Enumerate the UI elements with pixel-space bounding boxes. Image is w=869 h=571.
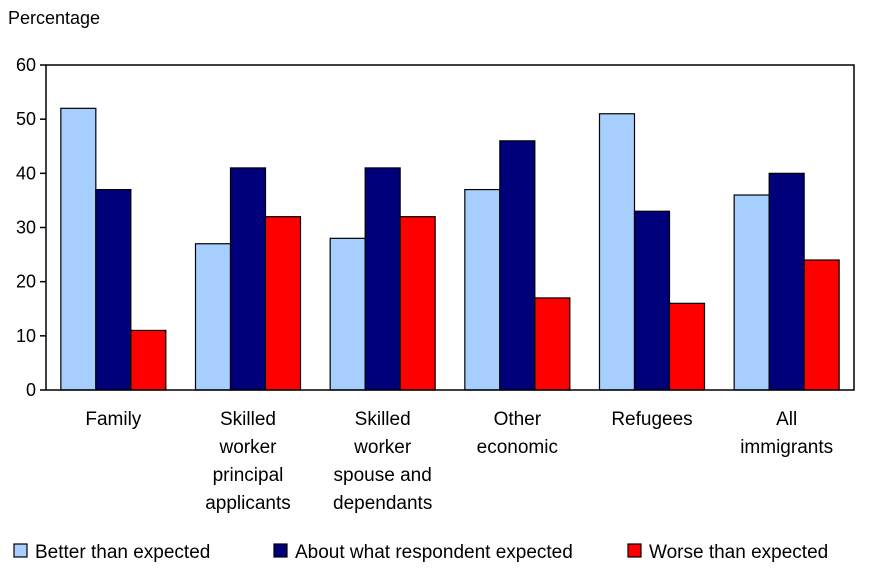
y-axis: 0 10 20 30 40 50 60 (16, 55, 46, 400)
y-tick-label: 10 (16, 326, 36, 346)
bar-3-5 (668, 302, 706, 391)
bar-1-1 (60, 107, 97, 391)
legend-label: Worse than expected (649, 542, 828, 563)
bar-2-6 (768, 172, 805, 391)
legend-swatch (13, 543, 28, 558)
bar-2-5 (633, 210, 671, 391)
bar-3-1 (130, 329, 167, 391)
bars-layer (60, 107, 840, 391)
y-axis-label: Percentage (8, 8, 100, 28)
bar-1-2 (194, 243, 232, 391)
y-tick-label: 30 (16, 218, 36, 238)
x-category-label: Skilled worker principal applicants (205, 409, 291, 514)
bar-3-3 (399, 216, 436, 391)
bar-1-5 (598, 113, 636, 391)
bar-1-6 (733, 194, 770, 391)
x-category-label: Other economic (477, 409, 558, 458)
bar-3-2 (264, 216, 302, 391)
bar-3-4 (534, 297, 571, 391)
x-category-label: Skilled worker spouse and dependants (333, 409, 432, 514)
x-category-label: Family (85, 409, 141, 430)
bar-2-3 (364, 167, 401, 391)
legend-label: Better than expected (35, 542, 210, 563)
legend: Better than expected About what responden… (13, 542, 828, 563)
bar-3-6 (803, 259, 840, 391)
legend-swatch (273, 543, 288, 558)
bar-2-2 (229, 167, 267, 391)
bar-1-3 (329, 237, 366, 391)
y-tick-label: 60 (16, 55, 36, 75)
x-axis: Family Skilled worker principal applicants Sk… (85, 409, 833, 514)
bar-2-1 (95, 188, 132, 391)
y-tick-label: 50 (16, 109, 36, 129)
bar-2-4 (499, 140, 536, 391)
plot-frame (45, 64, 855, 391)
x-category-label: Refugees (611, 409, 692, 430)
legend-swatch (627, 543, 642, 558)
y-tick-label: 0 (26, 380, 36, 400)
legend-label: About what respondent expected (295, 542, 573, 563)
x-category-label: All immigrants (740, 409, 833, 458)
y-tick-label: 40 (16, 163, 36, 183)
bar-1-4 (464, 188, 501, 391)
y-tick-label: 20 (16, 272, 36, 292)
